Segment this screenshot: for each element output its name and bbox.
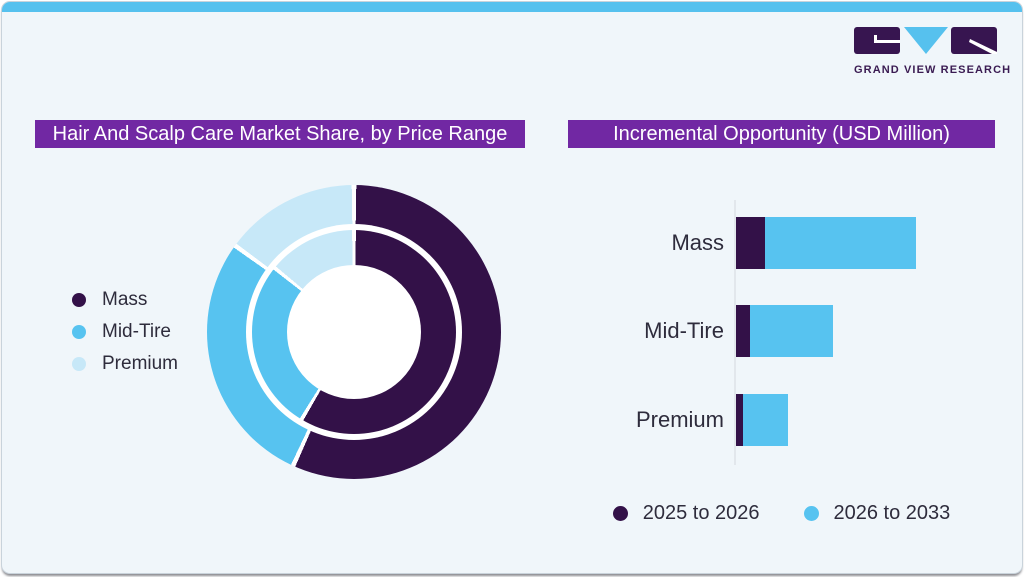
legend-item-mid-tire: Mid-Tire [72, 321, 178, 342]
legend-label-mid-tire: Mid-Tire [102, 320, 171, 342]
logo-r-cut [969, 39, 997, 54]
bar-row-mid-tire: Mid-Tire [614, 305, 1004, 357]
donut-chart [207, 185, 501, 479]
legend-swatch-2026-2033 [803, 506, 819, 521]
legend-swatch-mass [72, 292, 86, 307]
bar-mass-segment-2025-2026 [736, 217, 765, 269]
gvr-logo-mark [854, 27, 997, 54]
gvr-logo-text: GRAND VIEW RESEARCH [854, 64, 1012, 76]
bar-mid-tire-segment-2026-2033 [750, 305, 834, 357]
legend-item-mass: Mass [72, 289, 178, 310]
legend-swatch-mid-tire [72, 324, 86, 339]
bar-mass [736, 217, 916, 269]
logo-v-triangle [904, 27, 948, 54]
top-accent-bar [2, 2, 1022, 12]
logo-g-cut [874, 35, 900, 43]
bar-row-premium: Premium [614, 394, 1004, 446]
bar-row-mass: Mass [614, 217, 1004, 269]
bar-chart: Mass Mid-Tire Premium [614, 200, 1004, 465]
bar-chart-title: Incremental Opportunity (USD Million) [568, 120, 995, 148]
legend-label-2026-2033: 2026 to 2033 [833, 502, 951, 524]
legend-label-premium: Premium [102, 352, 179, 374]
donut-chart-title: Hair And Scalp Care Market Share, by Pri… [35, 120, 525, 148]
legend-item-2025-2026: 2025 to 2026 [612, 502, 760, 525]
bar-premium-segment-2025-2026 [736, 394, 744, 446]
bar-mid-tire [736, 305, 834, 357]
y-axis-line [734, 200, 736, 465]
donut-legend: Mass Mid-Tire Premium [72, 289, 178, 374]
bar-label-mass: Mass [671, 230, 724, 255]
bar-premium-segment-2026-2033 [743, 394, 789, 446]
donut-hole [287, 265, 421, 399]
bar-label-premium: Premium [635, 407, 724, 432]
legend-item-premium: Premium [72, 353, 178, 374]
gvr-logo: GRAND VIEW RESEARCH [854, 27, 1012, 76]
bar-chart-legend: 2025 to 2026 2026 to 2033 [568, 502, 995, 525]
legend-swatch-premium [72, 356, 86, 371]
legend-item-2026-2033: 2026 to 2033 [803, 502, 951, 525]
legend-label-mass: Mass [102, 288, 148, 310]
bar-mid-tire-segment-2025-2026 [736, 305, 751, 357]
legend-label-2025-2026: 2025 to 2026 [642, 502, 760, 524]
bar-label-mid-tire: Mid-Tire [644, 318, 724, 343]
legend-swatch-2025-2026 [612, 506, 628, 521]
bar-premium [736, 394, 789, 446]
bar-mass-segment-2026-2033 [764, 217, 916, 269]
